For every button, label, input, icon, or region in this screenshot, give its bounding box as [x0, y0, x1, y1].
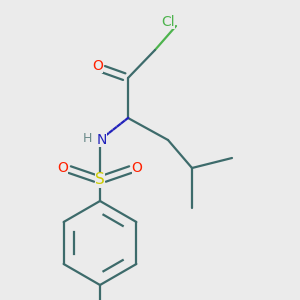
Text: N: N: [97, 133, 107, 147]
Text: S: S: [95, 172, 105, 188]
Text: O: O: [58, 161, 68, 175]
Text: H: H: [82, 131, 92, 145]
Text: Cl: Cl: [161, 15, 175, 29]
Text: O: O: [132, 161, 142, 175]
Text: O: O: [93, 59, 104, 73]
